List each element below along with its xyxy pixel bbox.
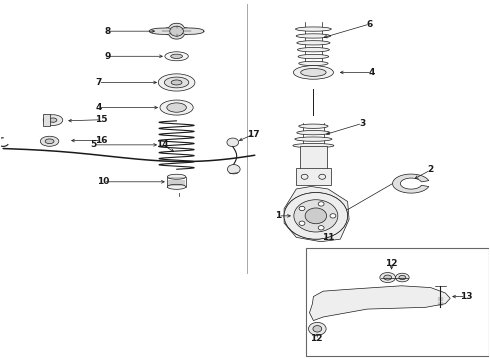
Ellipse shape xyxy=(171,80,182,85)
Ellipse shape xyxy=(384,275,392,280)
Text: 1: 1 xyxy=(275,211,281,220)
Ellipse shape xyxy=(160,100,193,115)
Ellipse shape xyxy=(165,52,188,61)
Ellipse shape xyxy=(40,136,59,146)
Circle shape xyxy=(313,325,322,332)
Text: 4: 4 xyxy=(95,103,101,112)
Circle shape xyxy=(318,202,324,206)
Ellipse shape xyxy=(167,174,186,179)
Ellipse shape xyxy=(167,184,186,189)
Text: 10: 10 xyxy=(97,177,109,186)
Text: 17: 17 xyxy=(247,130,260,139)
Circle shape xyxy=(305,208,327,224)
Circle shape xyxy=(227,165,240,174)
Polygon shape xyxy=(149,23,204,39)
Text: 8: 8 xyxy=(104,27,110,36)
Ellipse shape xyxy=(49,118,57,122)
Text: 13: 13 xyxy=(460,292,472,301)
Text: 5: 5 xyxy=(91,140,97,149)
Ellipse shape xyxy=(295,137,332,141)
Ellipse shape xyxy=(43,115,63,126)
Ellipse shape xyxy=(297,48,329,52)
Circle shape xyxy=(318,225,324,230)
Circle shape xyxy=(299,221,305,225)
Circle shape xyxy=(294,200,338,232)
Bar xyxy=(296,168,331,185)
Text: 9: 9 xyxy=(104,52,110,61)
Circle shape xyxy=(298,221,305,226)
Circle shape xyxy=(227,138,239,147)
Text: 16: 16 xyxy=(95,136,107,145)
Ellipse shape xyxy=(158,74,195,91)
Circle shape xyxy=(305,208,327,224)
Circle shape xyxy=(284,193,347,239)
Circle shape xyxy=(309,322,326,335)
Text: 2: 2 xyxy=(428,166,434,175)
Bar xyxy=(306,248,490,356)
Ellipse shape xyxy=(293,143,334,148)
Text: 12: 12 xyxy=(385,259,398,268)
Bar xyxy=(300,146,327,169)
Ellipse shape xyxy=(399,275,406,280)
Text: 7: 7 xyxy=(95,78,101,87)
Ellipse shape xyxy=(295,27,331,31)
Text: 6: 6 xyxy=(367,19,373,28)
Ellipse shape xyxy=(301,68,326,76)
Circle shape xyxy=(318,226,324,230)
Polygon shape xyxy=(392,174,429,193)
Polygon shape xyxy=(284,186,349,242)
Ellipse shape xyxy=(164,77,189,88)
Circle shape xyxy=(298,206,305,211)
Ellipse shape xyxy=(395,273,409,282)
Circle shape xyxy=(330,213,336,219)
Ellipse shape xyxy=(299,124,328,129)
Ellipse shape xyxy=(298,54,329,59)
Text: 15: 15 xyxy=(95,115,107,124)
Text: 11: 11 xyxy=(322,233,334,242)
Ellipse shape xyxy=(296,34,331,38)
Text: 12: 12 xyxy=(310,334,322,343)
Circle shape xyxy=(318,201,324,206)
Circle shape xyxy=(299,206,305,211)
Text: 14: 14 xyxy=(156,140,168,149)
Bar xyxy=(43,114,50,126)
Text: 4: 4 xyxy=(369,68,375,77)
Ellipse shape xyxy=(45,139,54,144)
Text: 3: 3 xyxy=(359,119,366,128)
Circle shape xyxy=(170,26,183,36)
Polygon shape xyxy=(310,286,450,320)
Circle shape xyxy=(330,214,336,218)
Circle shape xyxy=(284,193,347,239)
Ellipse shape xyxy=(297,131,330,135)
Ellipse shape xyxy=(171,54,182,58)
Ellipse shape xyxy=(167,103,186,112)
Ellipse shape xyxy=(380,273,395,283)
Circle shape xyxy=(294,200,338,232)
Ellipse shape xyxy=(294,66,333,79)
Ellipse shape xyxy=(299,61,328,66)
Ellipse shape xyxy=(297,41,330,45)
